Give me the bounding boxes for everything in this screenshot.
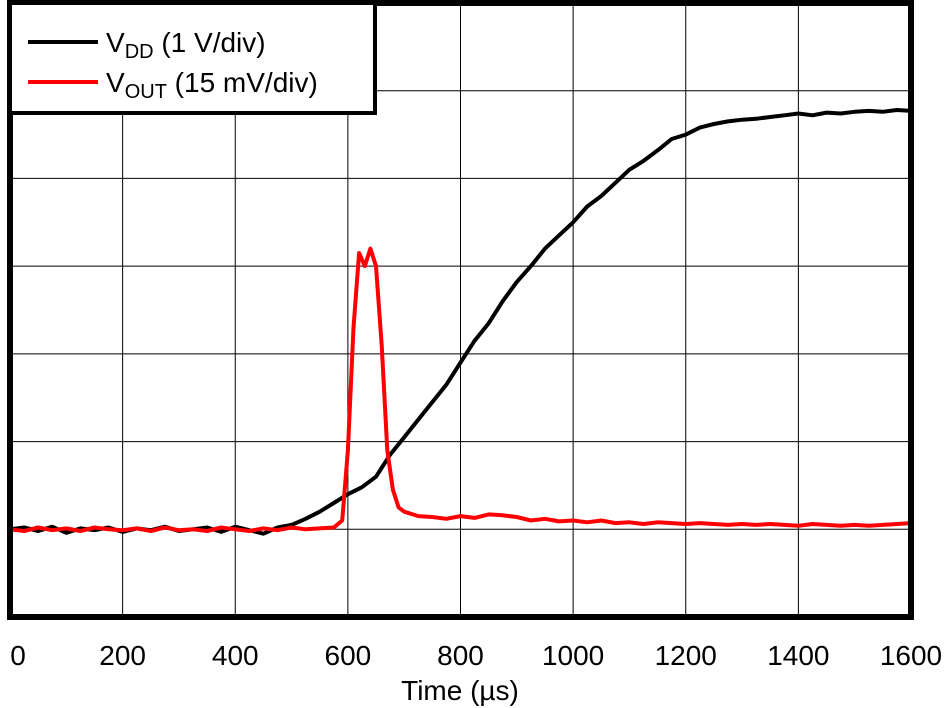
x-tick-labels: 0 200 400 600 800 1000 1200 1400 1600 [10,640,942,671]
x-tick-label: 800 [437,640,484,671]
legend-label: VOUT (15 mV/div) [106,67,318,103]
legend: VDD (1 V/div) VOUT (15 mV/div) [8,1,377,115]
x-tick-label: 400 [212,640,259,671]
series-layer [9,108,912,536]
x-tick-label: 0 [10,640,26,671]
x-tick-label: 200 [99,640,146,671]
grid-layer [10,3,911,617]
x-tick-label: 1600 [880,640,942,671]
x-tick-label: 1000 [542,640,604,671]
x-tick-label: 1200 [655,640,717,671]
x-tick-label: 1400 [767,640,829,671]
x-axis-title: Time (µs) [401,675,519,706]
series-line-out [9,246,912,533]
plot-frame [7,0,914,620]
x-tick-label: 600 [325,640,372,671]
legend-box [8,1,377,115]
legend-label: VDD (1 V/div) [106,27,266,63]
